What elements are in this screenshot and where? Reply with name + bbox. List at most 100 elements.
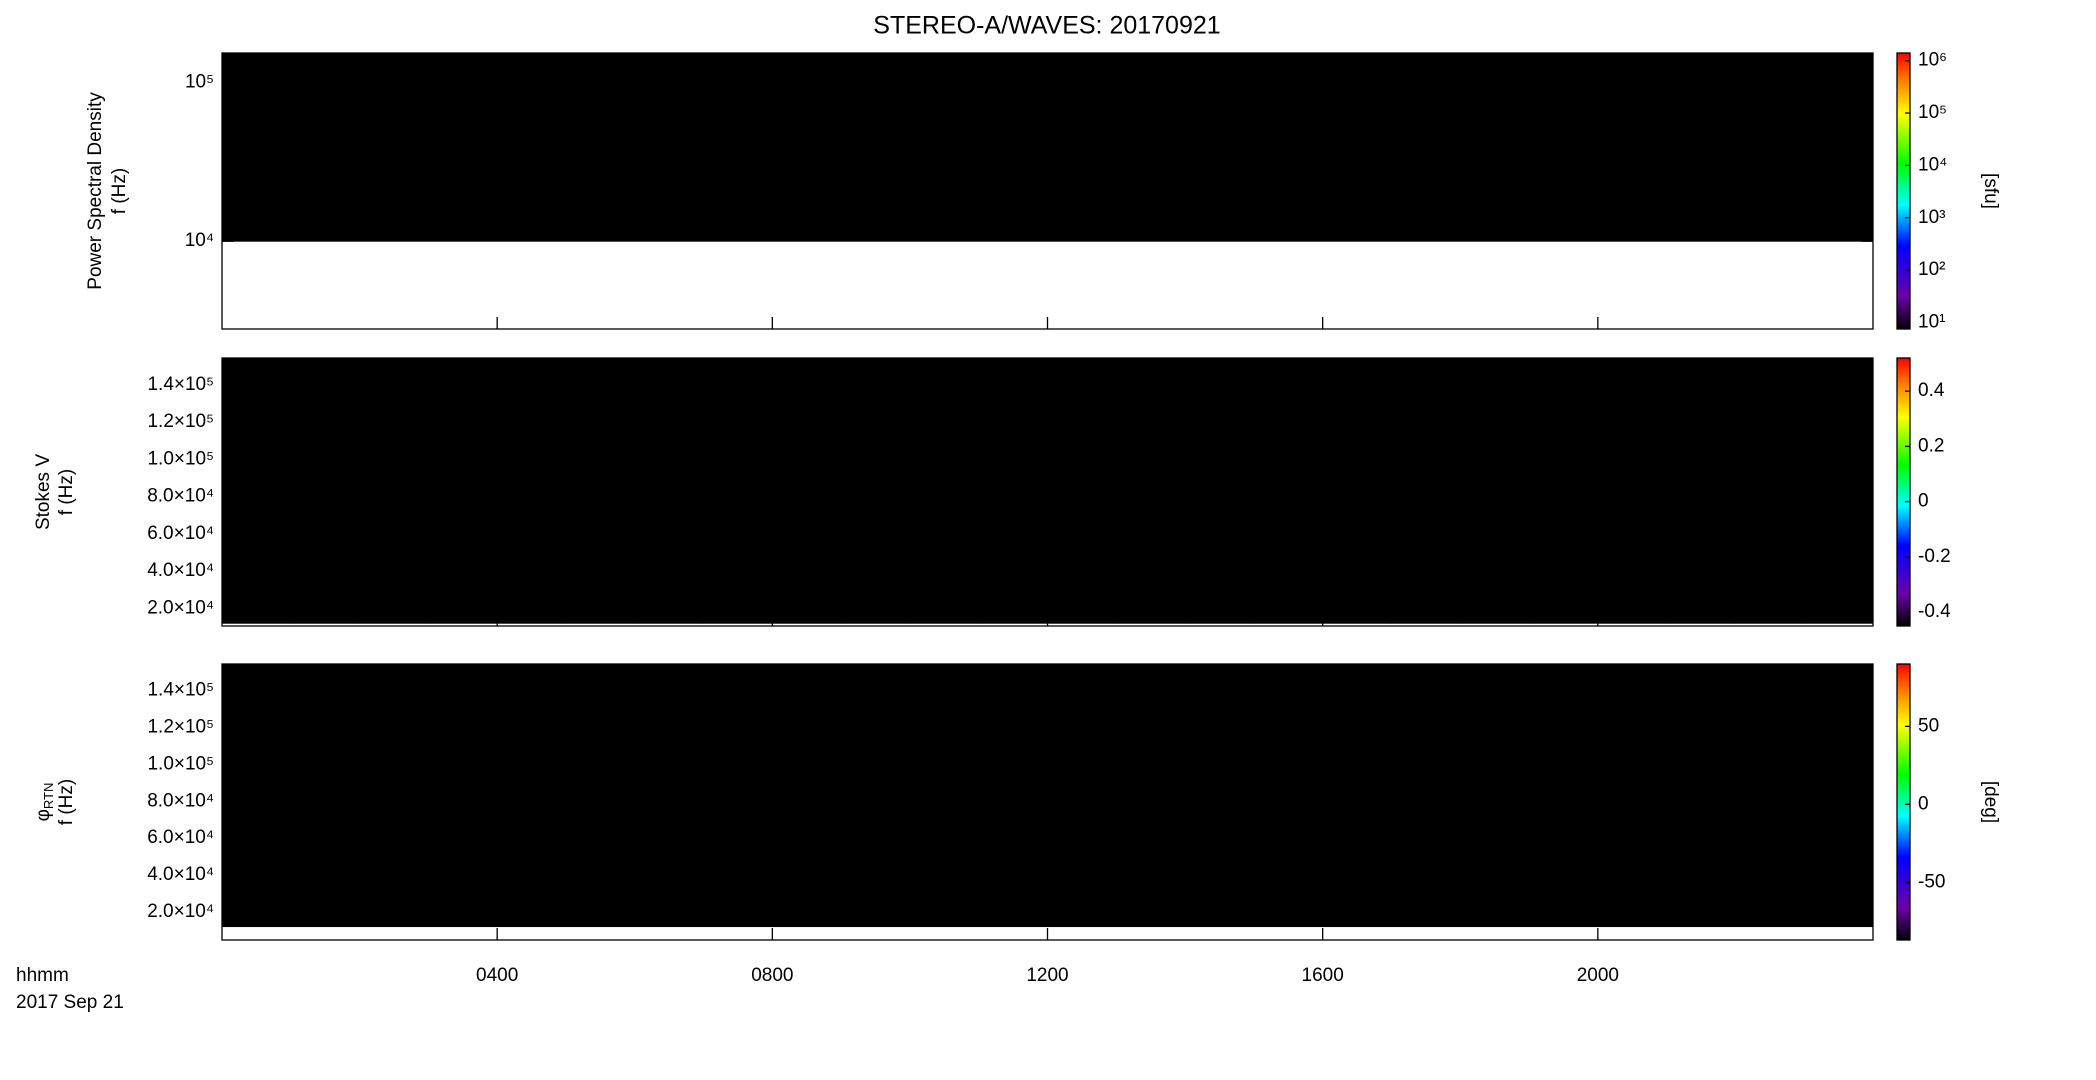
heatmap-cell: [978, 78, 1048, 87]
y-tick-label: 2.0×10⁴: [147, 901, 214, 922]
heatmap-cell: [359, 496, 429, 572]
heatmap-cell: [1735, 85, 1805, 147]
heatmap-cell: [359, 358, 429, 423]
heatmap-cell: [1322, 78, 1392, 87]
heatmap-cell: [290, 893, 361, 928]
heatmap-cell: [1185, 496, 1255, 572]
heatmap-cell: [1460, 496, 1530, 572]
heatmap-cell: [222, 865, 292, 894]
heatmap-cell: [841, 358, 911, 423]
heatmap-cell: [1735, 792, 1805, 867]
colorbar-tick-label: 0: [1918, 491, 1929, 512]
heatmap-cell: [909, 85, 980, 147]
heatmap-cell: [1529, 664, 1599, 738]
heatmap-cell: [359, 78, 429, 87]
heatmap-cell: [1185, 78, 1255, 87]
heatmap-cell: [1529, 53, 1599, 80]
heatmap-cell: [703, 792, 773, 867]
heatmap-cell: [1597, 773, 1668, 793]
heatmap-cell: [1047, 85, 1117, 147]
heatmap-cell: [1253, 145, 1324, 179]
heatmap-cell: [1460, 664, 1530, 738]
heatmap-cell: [565, 773, 636, 793]
heatmap-cell: [1047, 213, 1117, 242]
heatmap-cell: [1253, 358, 1324, 423]
heatmap-cell: [1804, 358, 1874, 423]
colorbar-label: [sfu]: [1980, 173, 2001, 209]
heatmap-cell: [703, 145, 773, 179]
heatmap-cell: [290, 85, 361, 147]
heatmap-cell: [978, 792, 1048, 867]
heatmap-cell: [290, 664, 361, 738]
heatmap-cell: [978, 177, 1048, 214]
heatmap-cell: [1666, 496, 1736, 572]
heatmap-cell: [359, 792, 429, 867]
heatmap-cell: [222, 736, 292, 756]
x-tick-label: 1600: [1302, 965, 1344, 986]
heatmap-cell: [497, 53, 567, 80]
heatmap-cell: [290, 755, 361, 775]
heatmap-cell: [565, 755, 636, 775]
heatmap-cell: [1804, 177, 1874, 214]
heatmap-cell: [841, 571, 911, 624]
heatmap-cell: [565, 358, 636, 423]
heatmap-cell: [1666, 792, 1736, 867]
heatmap-cell: [1529, 893, 1599, 928]
heatmap-cell: [1597, 496, 1668, 572]
heatmap-cell: [1804, 85, 1874, 147]
heatmap-cell: [428, 53, 498, 80]
heatmap-cell: [634, 78, 705, 87]
x-tick-label: 1200: [1026, 965, 1068, 986]
heatmap-cell: [222, 53, 292, 80]
heatmap-cell: [1391, 145, 1461, 179]
heatmap-cell: [1391, 893, 1461, 928]
heatmap-cell: [772, 736, 842, 756]
heatmap-cell: [909, 792, 980, 867]
heatmap-cell: [1116, 773, 1186, 793]
heatmap-cell: [1391, 53, 1461, 80]
heatmap-cell: [634, 422, 705, 498]
heatmap-cell: [1185, 736, 1255, 756]
heatmap-cell: [1185, 792, 1255, 867]
heatmap-cell: [1460, 358, 1530, 423]
heatmap-cell: [909, 177, 980, 214]
heatmap-cell: [634, 145, 705, 179]
heatmap-cell: [703, 358, 773, 423]
heatmap-cell: [1460, 145, 1530, 179]
heatmap-cell: [497, 773, 567, 793]
heatmap-cell: [1804, 792, 1874, 867]
heatmap-cell: [497, 893, 567, 928]
heatmap-cell: [1322, 85, 1392, 147]
heatmap-cell: [565, 496, 636, 572]
heatmap-cell: [978, 773, 1048, 793]
heatmap-cell: [1322, 358, 1392, 423]
y-axis-label: f (Hz): [56, 779, 77, 825]
heatmap-cell: [1185, 177, 1255, 214]
heatmap-cell: [1666, 893, 1736, 928]
heatmap-cell: [978, 422, 1048, 498]
heatmap-cell: [772, 177, 842, 214]
heatmap-cell: [428, 571, 498, 624]
heatmap-cell: [703, 78, 773, 87]
heatmap-cell: [565, 736, 636, 756]
heatmap-cell: [1597, 85, 1668, 147]
heatmap-cell: [359, 422, 429, 498]
heatmap-cell: [1185, 865, 1255, 894]
heatmap-cell: [1116, 422, 1186, 498]
heatmap-cell: [772, 53, 842, 80]
heatmap-cell: [497, 177, 567, 214]
heatmap-cell: [1116, 496, 1186, 572]
heatmap-cell: [1391, 736, 1461, 756]
heatmap-cell: [222, 78, 292, 87]
heatmap-cell: [359, 893, 429, 928]
heatmap-cell: [1460, 213, 1530, 242]
heatmap-cell: [428, 736, 498, 756]
heatmap-cell: [428, 358, 498, 423]
heatmap-cell: [909, 78, 980, 87]
heatmap-cell: [1597, 422, 1668, 498]
heatmap-cell: [978, 145, 1048, 179]
heatmap-cell: [1529, 792, 1599, 867]
x-label: hhmm: [16, 965, 69, 986]
heatmap-cell: [1804, 571, 1874, 624]
heatmap-cell: [1322, 865, 1392, 894]
